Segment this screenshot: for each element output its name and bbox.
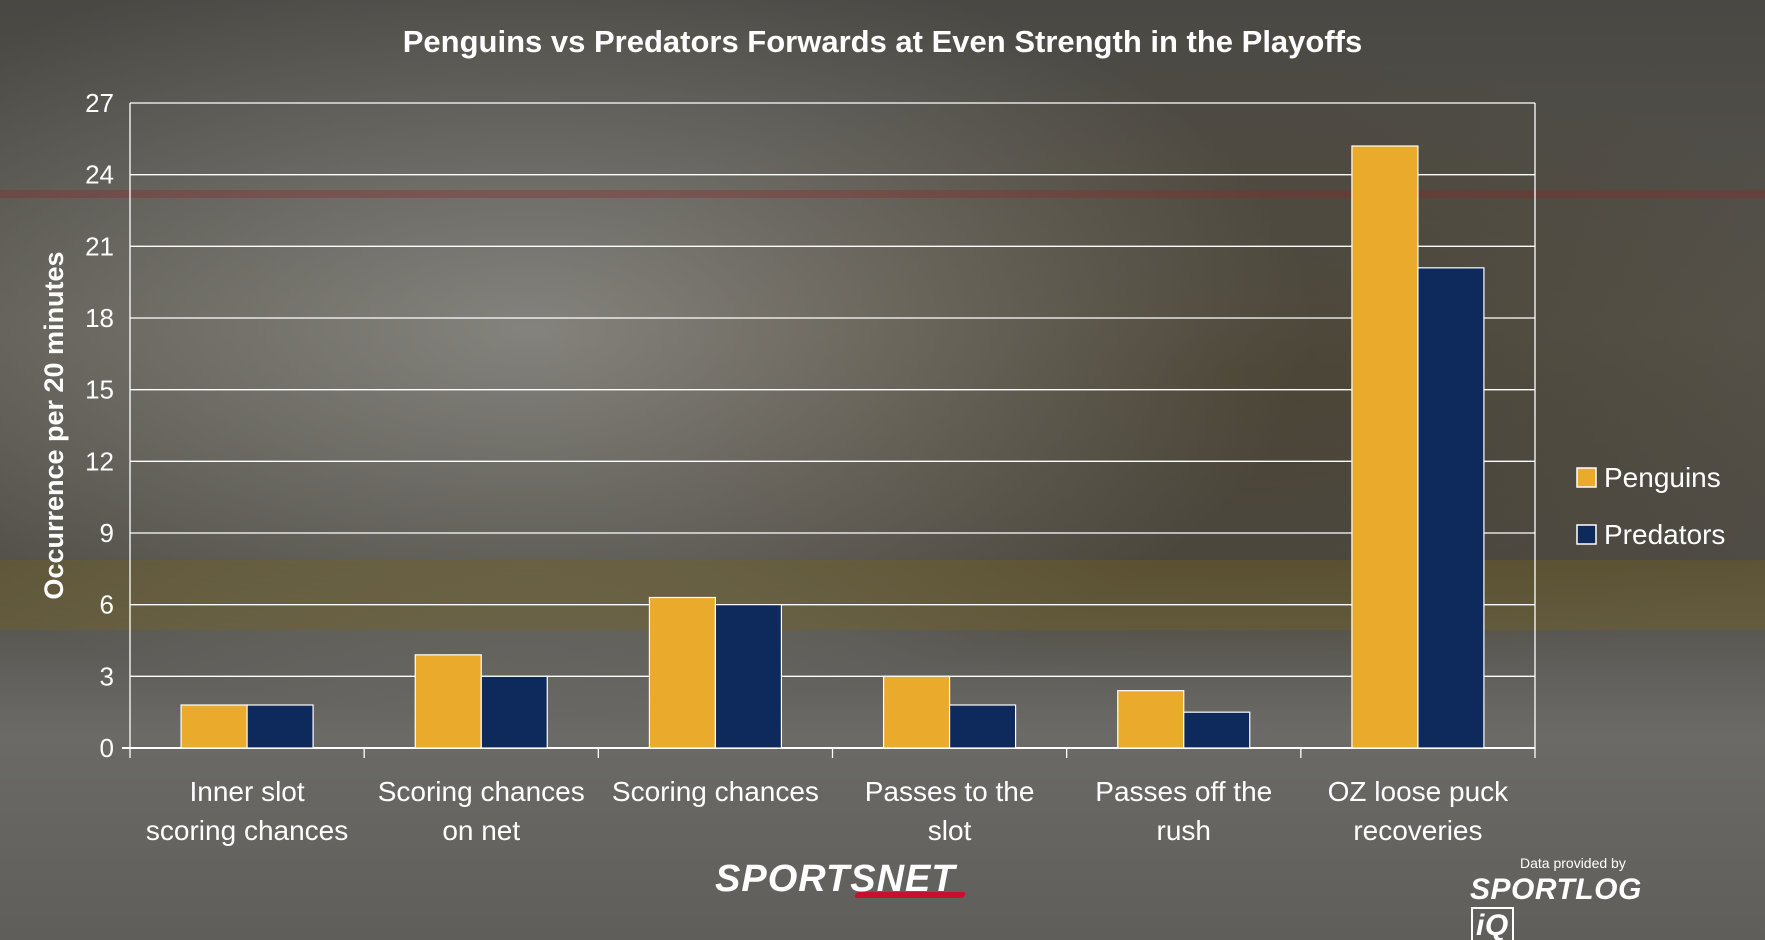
sportsnet-swoosh-icon — [853, 892, 967, 898]
bar-predators — [246, 704, 314, 749]
bar-penguins — [1117, 690, 1185, 749]
x-category-label: recoveries — [1353, 815, 1482, 846]
y-tick-label: 18 — [85, 303, 114, 333]
x-category-label: Scoring chances — [378, 776, 585, 807]
y-tick-label: 21 — [85, 231, 114, 261]
background-rink-boards — [0, 190, 1765, 198]
x-category-label: Inner slot — [189, 776, 304, 807]
bar-penguins — [414, 654, 482, 749]
x-category-label: Passes off the — [1095, 776, 1272, 807]
y-tick-label: 27 — [85, 88, 114, 118]
y-tick-label: 24 — [85, 160, 114, 190]
x-category-label: OZ loose puck — [1328, 776, 1510, 807]
y-axis-title: Occurrence per 20 minutes — [39, 251, 69, 599]
bar-penguins — [648, 596, 717, 749]
bar-predators — [1183, 711, 1251, 749]
y-tick-label: 6 — [100, 590, 114, 620]
x-category-label: rush — [1157, 815, 1211, 846]
legend-label-penguins: Penguins — [1604, 462, 1721, 493]
data-provider-note: Data provided by — [1520, 855, 1626, 871]
y-tick-label: 0 — [100, 733, 114, 763]
x-category-label: slot — [928, 815, 972, 846]
chart-title: Penguins vs Predators Forwards at Even S… — [402, 24, 1363, 59]
bar-predators — [714, 604, 783, 749]
bar-penguins — [1351, 145, 1419, 749]
x-category-label: on net — [442, 815, 520, 846]
bar-penguins — [180, 704, 248, 749]
legend-swatch-penguins — [1576, 467, 1597, 488]
sportlogiq-logo: SPORTLOGiQ — [1470, 873, 1670, 940]
bar-penguins — [882, 675, 951, 749]
legend-label-predators: Predators — [1604, 519, 1725, 550]
bar-predators — [948, 704, 1017, 749]
sportsnet-logo: SPORTSNET — [715, 858, 1025, 902]
bar-predators — [480, 675, 548, 749]
x-category-label: Passes to the — [865, 776, 1035, 807]
bar-predators — [1417, 267, 1485, 749]
x-category-label: scoring chances — [146, 815, 348, 846]
y-tick-label: 15 — [85, 375, 114, 405]
sportlogiq-logo-box: iQ — [1471, 907, 1514, 940]
y-tick-label: 9 — [100, 518, 114, 548]
legend-swatch-predators — [1576, 524, 1597, 545]
x-category-label: Scoring chances — [612, 776, 819, 807]
y-tick-label: 3 — [100, 661, 114, 691]
y-tick-label: 12 — [85, 446, 114, 476]
sportlogiq-logo-text: SPORTLOG — [1470, 873, 1642, 906]
